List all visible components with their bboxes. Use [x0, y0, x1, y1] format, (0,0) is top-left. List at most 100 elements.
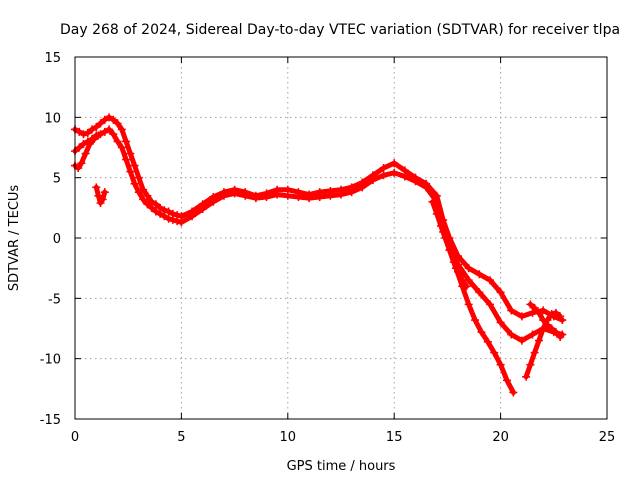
- data-point: [143, 191, 152, 200]
- data-point: [547, 324, 556, 333]
- data-point: [130, 161, 139, 170]
- data-point: [449, 258, 458, 267]
- data-point: [230, 189, 239, 198]
- data-layer: [71, 113, 567, 397]
- data-point: [432, 209, 441, 218]
- data-point: [122, 137, 131, 146]
- data-point: [556, 332, 565, 341]
- data-point: [485, 300, 494, 309]
- data-point: [305, 194, 314, 203]
- y-tick-label: -15: [40, 413, 61, 428]
- data-point: [177, 218, 186, 227]
- data-point: [517, 336, 526, 345]
- data-point: [122, 155, 131, 164]
- data-point: [347, 188, 356, 197]
- data-point: [94, 131, 103, 140]
- data-point: [168, 215, 177, 224]
- data-point: [98, 195, 107, 204]
- data-point: [477, 328, 486, 337]
- data-point: [528, 330, 537, 339]
- data-point: [368, 176, 377, 185]
- data-point: [337, 190, 345, 199]
- data-point: [496, 318, 505, 327]
- data-point: [428, 197, 437, 206]
- data-point: [507, 330, 516, 339]
- data-point: [390, 159, 399, 168]
- grid-layer: [75, 57, 607, 419]
- data-point: [454, 267, 463, 276]
- x-tick-label: 20: [492, 430, 509, 445]
- data-point: [462, 282, 471, 291]
- data-point: [188, 212, 197, 221]
- data-point: [315, 192, 324, 201]
- y-tick-label: -10: [40, 353, 61, 368]
- data-point: [105, 113, 114, 122]
- data-point: [113, 137, 122, 146]
- data-point: [437, 221, 446, 230]
- data-point: [522, 372, 531, 381]
- data-point: [539, 324, 548, 333]
- data-point: [441, 234, 450, 242]
- data-point: [77, 159, 86, 168]
- data-point: [551, 328, 560, 337]
- data-point: [379, 171, 388, 180]
- data-point: [294, 192, 303, 201]
- axis-layer: 0 5 10 15 20 25 -15 -10 -5 0 5 10 15: [40, 51, 616, 445]
- data-point: [251, 194, 260, 203]
- data-point: [534, 336, 543, 345]
- x-axis-label: GPS time / hours: [287, 459, 396, 474]
- data-point: [379, 164, 388, 173]
- data-point: [241, 191, 250, 200]
- data-point: [85, 139, 94, 148]
- x-tick-label: 5: [177, 430, 185, 445]
- data-point: [283, 191, 292, 200]
- data-point: [105, 125, 114, 134]
- x-tick-label: 15: [386, 430, 403, 445]
- data-point: [543, 320, 552, 329]
- y-tick-label: 0: [53, 232, 61, 247]
- data-point: [496, 360, 505, 369]
- data-point: [151, 207, 160, 216]
- data-point: [475, 288, 484, 297]
- data-point: [502, 376, 511, 385]
- data-point: [173, 217, 182, 226]
- data-point: [92, 183, 101, 192]
- data-point: [411, 177, 420, 186]
- data-point: [539, 306, 548, 315]
- data-point: [526, 360, 535, 369]
- data-point: [81, 149, 90, 158]
- series-arc-2: [72, 126, 565, 344]
- data-point: [164, 207, 173, 216]
- data-point: [139, 195, 148, 204]
- data-point: [139, 185, 148, 194]
- data-point: [74, 164, 83, 173]
- y-tick-label: 5: [53, 172, 61, 187]
- y-axis-label: SDTVAR / TECUs: [7, 185, 22, 292]
- data-point: [458, 276, 467, 285]
- data-point: [134, 173, 143, 182]
- data-point: [390, 168, 399, 177]
- data-point: [534, 308, 543, 317]
- data-point: [509, 388, 518, 397]
- data-point: [100, 127, 109, 136]
- data-point: [147, 203, 156, 212]
- data-point: [96, 119, 105, 128]
- data-point: [83, 129, 92, 138]
- data-point: [90, 135, 99, 144]
- data-point: [92, 122, 101, 131]
- data-point: [445, 246, 454, 255]
- y-tick-label: 15: [44, 51, 61, 66]
- data-point: [88, 125, 97, 134]
- data-point: [556, 312, 565, 321]
- data-point: [464, 300, 473, 309]
- data-point: [539, 316, 548, 325]
- data-point: [526, 300, 535, 309]
- data-point: [100, 115, 109, 124]
- series-arc-1: [72, 114, 565, 323]
- data-point: [109, 115, 118, 124]
- data-point: [156, 209, 165, 218]
- data-point: [100, 188, 109, 197]
- data-point: [507, 306, 516, 315]
- x-tick-label: 0: [71, 430, 79, 445]
